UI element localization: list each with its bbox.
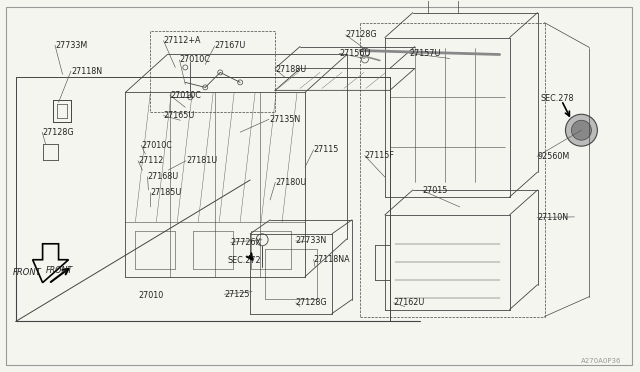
Text: 27188U: 27188U: [275, 65, 307, 74]
Text: 27128G: 27128G: [296, 298, 327, 307]
Circle shape: [566, 114, 597, 146]
Text: 27733M: 27733M: [55, 41, 87, 50]
Text: 27112+A: 27112+A: [164, 36, 201, 45]
Text: 27010C: 27010C: [141, 141, 172, 150]
Text: 27128G: 27128G: [346, 30, 377, 39]
Text: 27181U: 27181U: [186, 156, 217, 165]
Text: 27185U: 27185U: [151, 188, 182, 197]
Circle shape: [572, 120, 591, 140]
Text: 27167U: 27167U: [214, 41, 246, 51]
Text: 27112: 27112: [138, 156, 163, 165]
Text: 27165U: 27165U: [164, 111, 195, 120]
Text: SEC.278: SEC.278: [540, 94, 574, 103]
Text: 27180U: 27180U: [275, 178, 307, 187]
Text: 27118NA: 27118NA: [314, 255, 350, 264]
Text: 27726X: 27726X: [230, 238, 262, 247]
Text: A270A0P36: A270A0P36: [581, 358, 621, 364]
Text: 27010C: 27010C: [179, 55, 211, 64]
Text: 27115F: 27115F: [365, 151, 395, 160]
Text: 27115: 27115: [314, 145, 339, 154]
Text: 27010C: 27010C: [170, 91, 201, 100]
Text: 27156U: 27156U: [339, 49, 371, 58]
Text: 27128G: 27128G: [42, 128, 74, 137]
Text: 27168U: 27168U: [148, 172, 179, 181]
Text: 27135N: 27135N: [269, 115, 300, 124]
Text: 27118N: 27118N: [71, 67, 102, 76]
Text: 92560M: 92560M: [537, 152, 570, 161]
Text: 27010: 27010: [138, 291, 163, 300]
Text: FRONT: FRONT: [45, 266, 73, 275]
Text: 27733N: 27733N: [296, 236, 327, 246]
Text: FRONT: FRONT: [13, 268, 42, 277]
Text: 27162U: 27162U: [394, 298, 425, 307]
Text: 27157U: 27157U: [410, 49, 441, 58]
Text: 27015: 27015: [422, 186, 447, 195]
Text: 27125: 27125: [224, 290, 250, 299]
Text: 27110N: 27110N: [537, 213, 568, 222]
Text: SEC.272: SEC.272: [227, 256, 261, 265]
